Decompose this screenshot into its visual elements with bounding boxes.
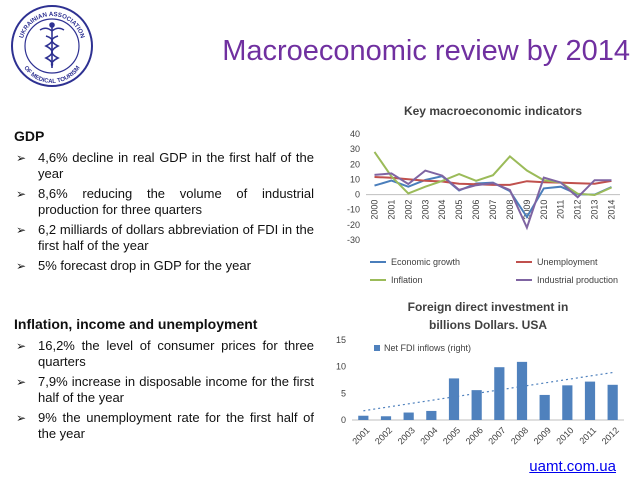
y-tick-label: -20 [347,220,360,230]
page-title: Macroeconomic review by 2014 [222,35,630,67]
fdi-chart: Foreign direct investment in billions Dol… [336,300,624,446]
gdp-section: GDP ➢ 4,6% decline in real GDP in the fir… [14,128,314,278]
bar-2007 [494,367,505,420]
x-tick-label: 2012 [600,425,621,446]
arrow-bullet-icon: ➢ [16,411,27,425]
x-tick-label: 2005 [441,425,462,446]
bar-2012 [607,384,618,420]
chart-title: Key macroeconomic indicators [404,104,582,118]
y-tick-label: 20 [350,159,360,169]
bar-2011 [584,381,596,420]
bar-2003 [403,412,414,420]
chart-title-line-2: billions Dollars. USA [429,318,547,332]
macro-indicators-chart: Key macroeconomic indicators403020100-10… [347,104,620,285]
chart-title-line-1: Foreign direct investment in [408,300,569,314]
arrow-bullet-icon: ➢ [16,259,27,273]
caduceus-icon [39,22,65,68]
x-tick-label: 2006 [471,200,481,220]
x-tick-label: 2009 [522,200,532,220]
x-tick-label: 2013 [590,200,600,220]
bar-2008 [516,361,528,420]
x-tick-label: 2007 [486,425,507,446]
website-link[interactable]: uamt.com.ua [529,458,616,475]
x-tick-label: 2005 [454,200,464,220]
trendline [363,371,613,412]
list-item: ➢ 7,9% increase in disposable income for … [16,374,314,405]
list-item: ➢ 16,2% the level of consumer prices for … [16,338,314,369]
y-tick-label: 40 [350,129,360,139]
arrow-bullet-icon: ➢ [16,339,27,353]
list-item: ➢ 4,6% decline in real GDP in the first h… [16,150,314,181]
x-tick-label: 2011 [556,200,566,219]
arrow-bullet-icon: ➢ [16,187,27,201]
arrow-bullet-icon: ➢ [16,223,27,237]
y-tick-label: 5 [341,388,346,398]
bar-2010 [562,385,573,420]
gdp-heading: GDP [14,128,45,144]
y-tick-label: 30 [350,144,360,154]
bar-2004 [426,410,437,420]
list-item: ➢ 8,6% reducing the volume of industrial … [16,186,314,217]
x-tick-label: 2008 [509,425,530,446]
x-tick-label: 2007 [488,200,498,220]
x-tick-label: 2004 [418,425,439,446]
x-tick-label: 2010 [554,425,575,446]
bar-2006 [471,390,482,420]
x-tick-label: 2011 [577,425,598,446]
legend-label: Industrial production [537,275,618,285]
inflation-section: Inflation, income and unemployment ➢ 16,2… [14,316,314,446]
legend-label: Net FDI inflows (right) [384,343,471,353]
x-tick-label: 2012 [573,200,583,220]
legend-swatch [374,345,380,351]
legend-label: Unemployment [537,257,598,267]
y-tick-label: -30 [347,235,360,245]
bar-2001 [358,415,369,420]
inflation-list: ➢ 16,2% the level of consumer prices for … [14,338,314,442]
legend-label: Economic growth [391,257,460,267]
inflation-heading: Inflation, income and unemployment [14,316,258,332]
x-tick-label: 2004 [437,200,447,220]
y-tick-label: 15 [336,335,346,345]
association-logo: UKRAINIAN ASSOCIATION OF MEDICAL TOURISM [11,5,93,87]
y-tick-label: 0 [341,415,346,425]
series-line-inflation [373,151,612,197]
x-tick-label: 2003 [420,200,430,220]
y-tick-label: -10 [347,205,360,215]
arrow-bullet-icon: ➢ [16,375,27,389]
x-tick-label: 2001 [350,425,371,446]
list-item: ➢ 5% forecast drop in GDP for the year [16,258,251,273]
x-tick-label: 2002 [373,425,394,446]
x-tick-label: 2006 [464,425,485,446]
bar-2002 [380,416,392,420]
y-tick-label: 10 [336,362,346,372]
list-item: ➢ 6,2 milliards of dollars abbreviation o… [16,222,314,253]
x-tick-label: 2001 [386,200,396,220]
bar-2005 [448,378,460,420]
x-tick-label: 2000 [369,200,379,220]
gdp-list: ➢ 4,6% decline in real GDP in the first h… [14,150,314,274]
y-tick-label: 0 [355,190,360,200]
x-tick-label: 2014 [607,200,617,220]
arrow-bullet-icon: ➢ [16,151,27,165]
legend-label: Inflation [391,275,423,285]
bar-2009 [539,394,550,420]
list-item: ➢ 9% the unemployment rate for the first … [16,410,314,441]
x-tick-label: 2009 [532,425,553,446]
x-tick-label: 2003 [396,425,417,446]
series-line-industrial-production [374,169,612,231]
y-tick-label: 10 [350,174,360,184]
x-tick-label: 2008 [505,200,515,220]
x-tick-label: 2002 [403,200,413,220]
x-tick-label: 2010 [539,200,549,220]
